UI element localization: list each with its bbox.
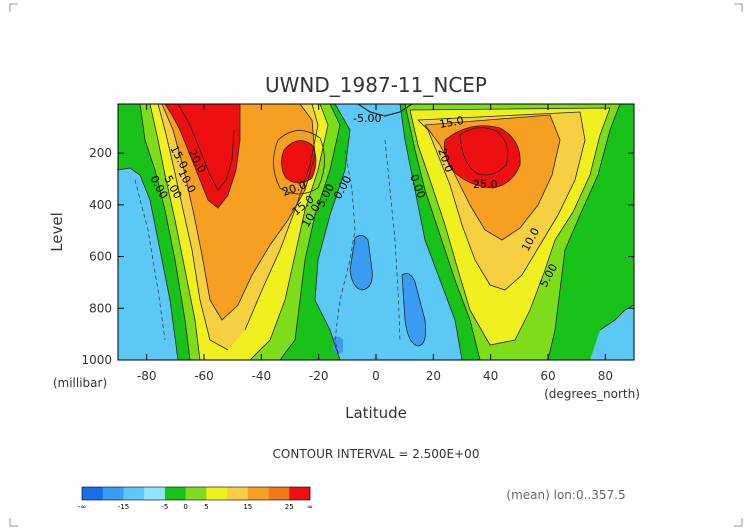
corner-mark-top-right bbox=[734, 3, 743, 12]
contour-line bbox=[149, 104, 201, 360]
colorbar-swatch bbox=[289, 487, 311, 500]
band-below-neg5-c bbox=[333, 336, 343, 354]
colorbar-swatch bbox=[268, 487, 290, 500]
contour-line bbox=[599, 304, 634, 331]
contour-interval-note: CONTOUR INTERVAL = 2.500E+00 bbox=[273, 447, 480, 461]
contour-line bbox=[273, 130, 325, 195]
y-tick-label: 600 bbox=[89, 250, 112, 264]
colorbar: -∞ -15 -5 0 5 15 25 ∞ bbox=[78, 486, 313, 511]
colorbar-tick-label: 0 bbox=[183, 503, 187, 511]
contour-line bbox=[409, 107, 611, 346]
colorbar-tick-label: 5 bbox=[204, 503, 208, 511]
y-axis: 200 400 600 800 1000 bbox=[81, 146, 634, 367]
contour-line bbox=[417, 111, 586, 291]
band-neg5-to-0-southern-polar bbox=[118, 168, 178, 360]
colorbar-swatch bbox=[206, 487, 228, 500]
contour-line bbox=[139, 104, 191, 360]
x-tick-label: -60 bbox=[194, 369, 214, 383]
corner-mark-bottom-right bbox=[734, 518, 743, 527]
contour-line bbox=[443, 125, 521, 189]
dashed-contour-line bbox=[384, 139, 401, 341]
band-below-neg5-a bbox=[350, 235, 373, 290]
band-above-25-north-jet bbox=[444, 125, 521, 188]
y-tick-label: 200 bbox=[89, 146, 112, 160]
contour-line bbox=[118, 167, 179, 360]
contour-line bbox=[281, 140, 317, 184]
colorbar-swatch bbox=[123, 487, 145, 500]
contour-line bbox=[547, 104, 621, 360]
colorbar-tick-label: ∞ bbox=[307, 503, 313, 511]
x-axis-label: Latitude bbox=[345, 404, 407, 422]
colorbar-swatch bbox=[227, 487, 249, 500]
contour-line bbox=[401, 273, 427, 347]
contour-line bbox=[399, 104, 463, 360]
contour-line bbox=[249, 104, 329, 360]
contour-line bbox=[314, 104, 351, 360]
colorbar-tick-label: -∞ bbox=[78, 503, 86, 511]
dashed-contour-line bbox=[334, 149, 356, 360]
contour-label: 25.0 bbox=[473, 178, 498, 191]
contour-line bbox=[164, 104, 241, 209]
band-neg5-to-0-northern-polar bbox=[590, 305, 634, 360]
contour-line bbox=[349, 235, 373, 291]
x-tick-label: 0 bbox=[372, 369, 380, 383]
band-neg5-to-0-tropics bbox=[315, 104, 462, 360]
plot-title: UWND_1987-11_NCEP bbox=[265, 73, 487, 97]
negative-contour-lines bbox=[134, 139, 401, 360]
x-tick-label: -20 bbox=[309, 369, 329, 383]
y-tick-label: 800 bbox=[89, 301, 112, 315]
colorbar-swatch bbox=[144, 487, 166, 500]
colorbar-tick-label: -5 bbox=[161, 503, 168, 511]
x-tick-label: -40 bbox=[252, 369, 272, 383]
y-axis-label: Level bbox=[48, 212, 66, 252]
corner-mark-top-left bbox=[9, 3, 18, 12]
contour-label: -5.00 bbox=[353, 112, 381, 125]
averaging-note: (mean) lon:0..357.5 bbox=[506, 488, 625, 502]
contour-line bbox=[459, 127, 509, 176]
contour-label: 15.0 bbox=[438, 114, 464, 131]
band-below-neg5-b bbox=[402, 273, 426, 346]
y-tick-label: 400 bbox=[89, 198, 112, 212]
contour-line bbox=[161, 104, 271, 321]
x-tick-label: 40 bbox=[483, 369, 498, 383]
corner-mark-bottom-left bbox=[9, 518, 18, 527]
contour-line bbox=[424, 114, 561, 241]
contour-line bbox=[269, 104, 316, 246]
colorbar-swatch bbox=[247, 487, 269, 500]
x-axis: -80 -60 -40 -20 0 20 40 60 80 bbox=[137, 104, 613, 383]
colorbar-tick-label: 15 bbox=[243, 503, 252, 511]
y-axis-unit: (millibar) bbox=[53, 376, 107, 390]
x-tick-label: 80 bbox=[598, 369, 613, 383]
colorbar-swatch bbox=[102, 487, 124, 500]
contour-line bbox=[177, 104, 235, 191]
contour-lines bbox=[118, 104, 634, 360]
x-tick-label: -80 bbox=[137, 369, 157, 383]
colorbar-tick-label: -15 bbox=[118, 503, 129, 511]
x-tick-label: 20 bbox=[426, 369, 441, 383]
contour-line bbox=[404, 104, 481, 360]
colorbar-swatch bbox=[82, 487, 104, 500]
y-tick-label: 1000 bbox=[81, 353, 112, 367]
contour-line bbox=[279, 104, 341, 360]
contour-line bbox=[244, 104, 319, 331]
colorbar-swatch bbox=[164, 487, 186, 500]
x-tick-label: 60 bbox=[540, 369, 555, 383]
contour-line bbox=[157, 104, 229, 351]
colorbar-tick-label: 25 bbox=[285, 503, 294, 511]
contour-line bbox=[357, 104, 413, 117]
colorbar-frame bbox=[81, 486, 311, 501]
x-axis-unit: (degrees_north) bbox=[544, 387, 640, 401]
colorbar-swatch bbox=[185, 487, 207, 500]
